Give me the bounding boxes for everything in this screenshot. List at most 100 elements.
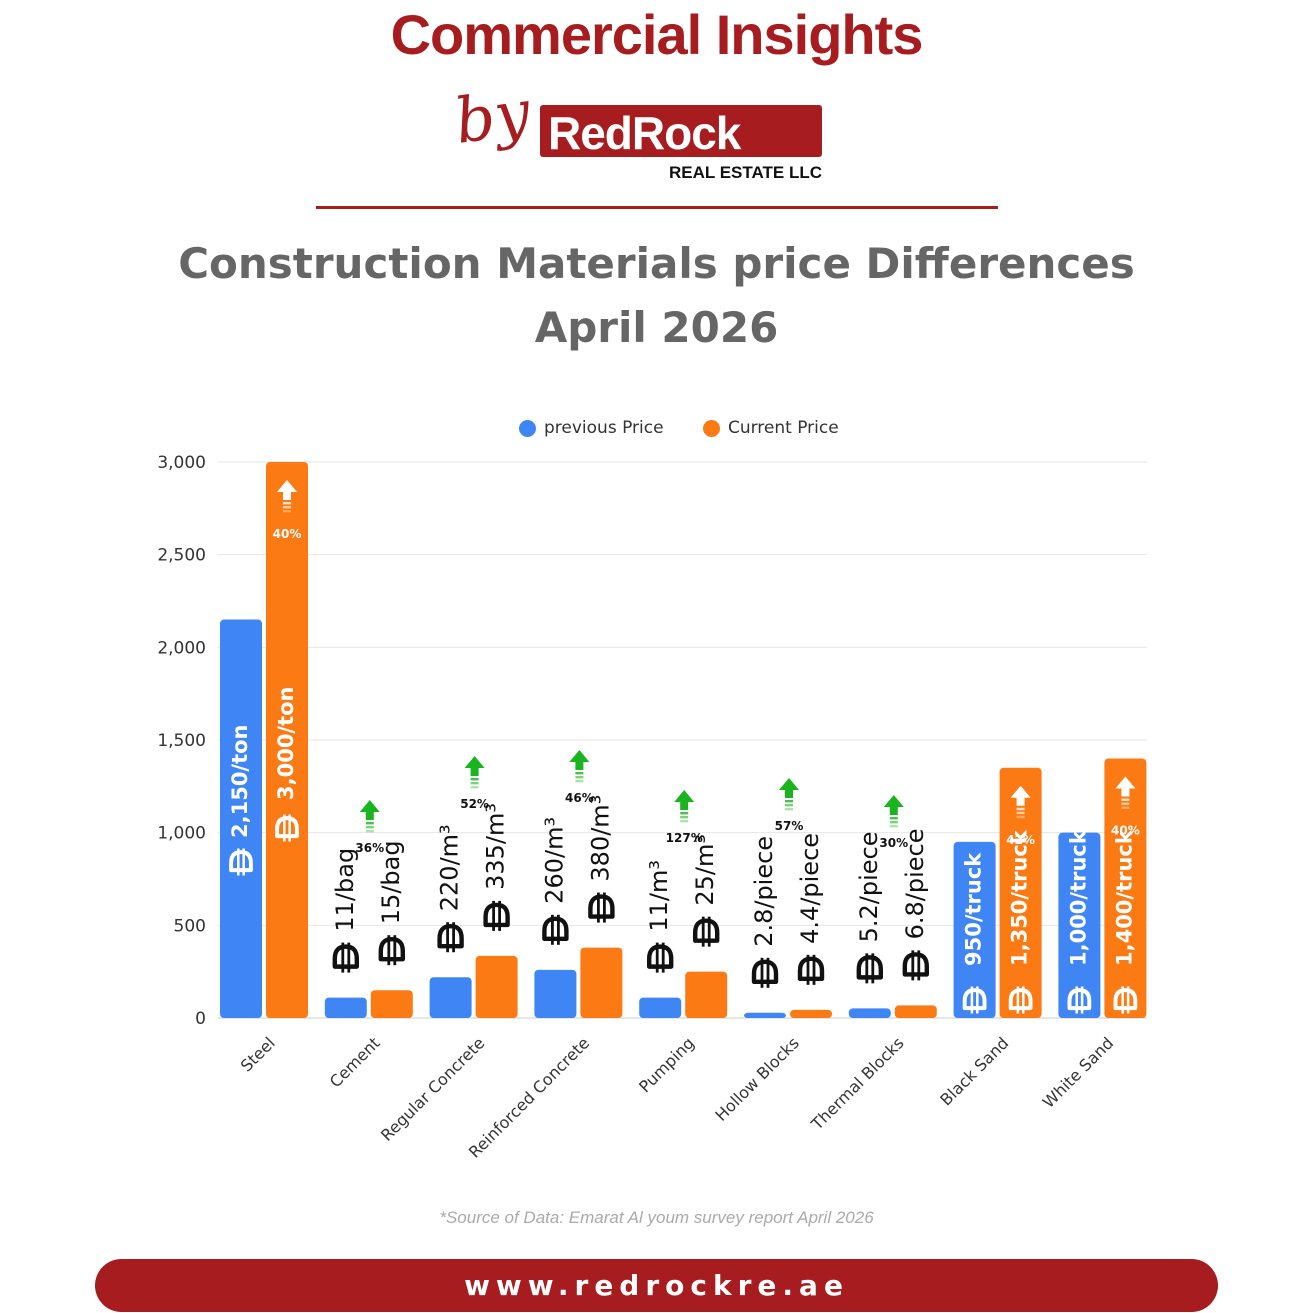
change-percent-label: 127% — [666, 831, 703, 845]
x-tick-label: Reinforced Concrete — [465, 1033, 593, 1161]
change-percent-label: 36% — [355, 841, 384, 855]
x-tick-label: Regular Concrete — [377, 1033, 488, 1144]
dirham-icon — [542, 914, 569, 945]
value-label-previous: 950/truck — [962, 852, 986, 966]
bar-previous — [744, 1012, 786, 1018]
dirham-icon — [797, 954, 825, 985]
up-arrow-icon — [464, 756, 485, 789]
bar-current — [370, 990, 413, 1018]
y-tick-label: 2,000 — [157, 638, 206, 658]
value-label-previous: 220/m³ — [436, 824, 464, 911]
up-arrow-icon — [779, 778, 799, 811]
dirham-icon — [647, 942, 674, 973]
bar-current — [475, 955, 518, 1018]
dirham-icon — [693, 916, 720, 947]
up-arrow-icon — [1115, 776, 1136, 809]
y-tick-label: 500 — [174, 916, 206, 936]
bar-previous — [429, 977, 472, 1018]
bar-current — [1104, 758, 1147, 1018]
page-title: Commercial Insights — [390, 3, 924, 66]
value-label-current: 4.4/piece — [796, 833, 824, 944]
bar-current — [894, 1005, 937, 1018]
brand-logo — [540, 105, 822, 157]
subtitle-line-1: Construction Materials price Differences — [178, 239, 1135, 288]
legend-dot-current — [702, 419, 720, 437]
value-label-current: 1,350/truck — [1008, 829, 1032, 966]
legend-item-previous: previous Price — [519, 418, 664, 438]
value-label-previous: 11/m³ — [645, 860, 673, 932]
legend-label-previous: previous Price — [544, 418, 664, 438]
x-tick-label: Thermal Blocks — [807, 1033, 908, 1134]
value-label-current: 15/bag — [377, 840, 405, 924]
value-label-previous: 1,000/truck — [1066, 829, 1090, 966]
value-label-previous: 5.2/piece — [855, 831, 883, 942]
dirham-icon — [483, 900, 510, 931]
source-note: *Source of Data: Emarat Al youm survey r… — [439, 1208, 874, 1227]
brand-subtitle: REAL ESTATE LLC — [669, 163, 822, 182]
up-arrow-icon — [1010, 785, 1031, 819]
change-percent-label: 52% — [460, 797, 489, 811]
value-label-current: 335/m³ — [482, 803, 510, 890]
value-label-current: 1,400/truck — [1112, 829, 1136, 966]
value-label-previous: 11/bag — [331, 848, 359, 932]
change-percent-label: 42% — [1006, 833, 1035, 847]
bar-previous — [324, 997, 367, 1018]
dirham-icon — [437, 922, 464, 953]
change-percent-label: 30% — [879, 836, 908, 850]
value-label-previous: 2,150/ton — [228, 724, 252, 838]
dirham-icon — [902, 950, 929, 981]
legend-label-current: Current Price — [727, 418, 839, 438]
subtitle-line-2: April 2026 — [534, 303, 779, 352]
dirham-icon — [588, 892, 615, 923]
value-label-previous: 260/m³ — [540, 817, 568, 904]
brand-name: RedRock — [548, 107, 741, 159]
y-tick-label: 2,500 — [157, 546, 206, 566]
value-label-previous: 2.8/piece — [750, 836, 778, 947]
y-tick-label: 1,500 — [157, 731, 206, 751]
dirham-icon — [1113, 986, 1138, 1014]
dirham-icon — [962, 986, 987, 1014]
legend-item-current: Current Price — [702, 418, 839, 438]
dirham-icon — [1008, 986, 1033, 1014]
up-arrow-icon — [277, 480, 297, 513]
website-link[interactable]: www.redrockre.ae — [464, 1269, 849, 1302]
dirham-icon — [1067, 986, 1092, 1014]
up-arrow-icon — [569, 750, 590, 783]
bar-previous — [848, 1008, 891, 1018]
dirham-icon — [275, 814, 299, 842]
bar-current — [266, 462, 308, 1018]
x-tick-label: Steel — [237, 1033, 279, 1075]
dirham-icon — [229, 848, 253, 876]
dirham-icon — [751, 957, 779, 988]
x-tick-label: Cement — [326, 1033, 384, 1091]
y-tick-label: 3,000 — [157, 453, 206, 473]
change-percent-label: 40% — [273, 527, 302, 541]
bar-previous — [953, 841, 996, 1018]
bar-current — [580, 947, 623, 1018]
up-arrow-icon — [359, 800, 380, 833]
change-percent-label: 46% — [565, 791, 594, 805]
value-label-current: 3,000/ton — [274, 686, 298, 800]
up-arrow-icon — [674, 790, 695, 823]
change-percent-label: 57% — [775, 819, 804, 833]
bar-previous — [534, 969, 577, 1018]
bar-current — [685, 971, 728, 1018]
x-tick-label: White Sand — [1039, 1033, 1117, 1111]
bar-previous — [639, 997, 682, 1018]
footer-bar — [95, 1259, 1218, 1312]
bar-current — [790, 1009, 832, 1018]
x-tick-label: Hollow Blocks — [711, 1033, 802, 1124]
value-label-current: 380/m³ — [586, 795, 614, 882]
dirham-icon — [856, 953, 883, 984]
change-percent-label: 40% — [1111, 824, 1140, 838]
header-divider — [316, 206, 998, 209]
chart-legend: previous Price Current Price — [519, 418, 873, 442]
dirham-icon — [332, 942, 359, 973]
legend-dot-previous — [519, 419, 536, 437]
y-tick-label: 1,000 — [157, 824, 206, 844]
bar-previous — [1058, 832, 1101, 1018]
up-arrow-icon — [883, 795, 904, 828]
y-tick-label: 0 — [195, 1009, 206, 1029]
x-tick-label: Black Sand — [936, 1033, 1012, 1109]
